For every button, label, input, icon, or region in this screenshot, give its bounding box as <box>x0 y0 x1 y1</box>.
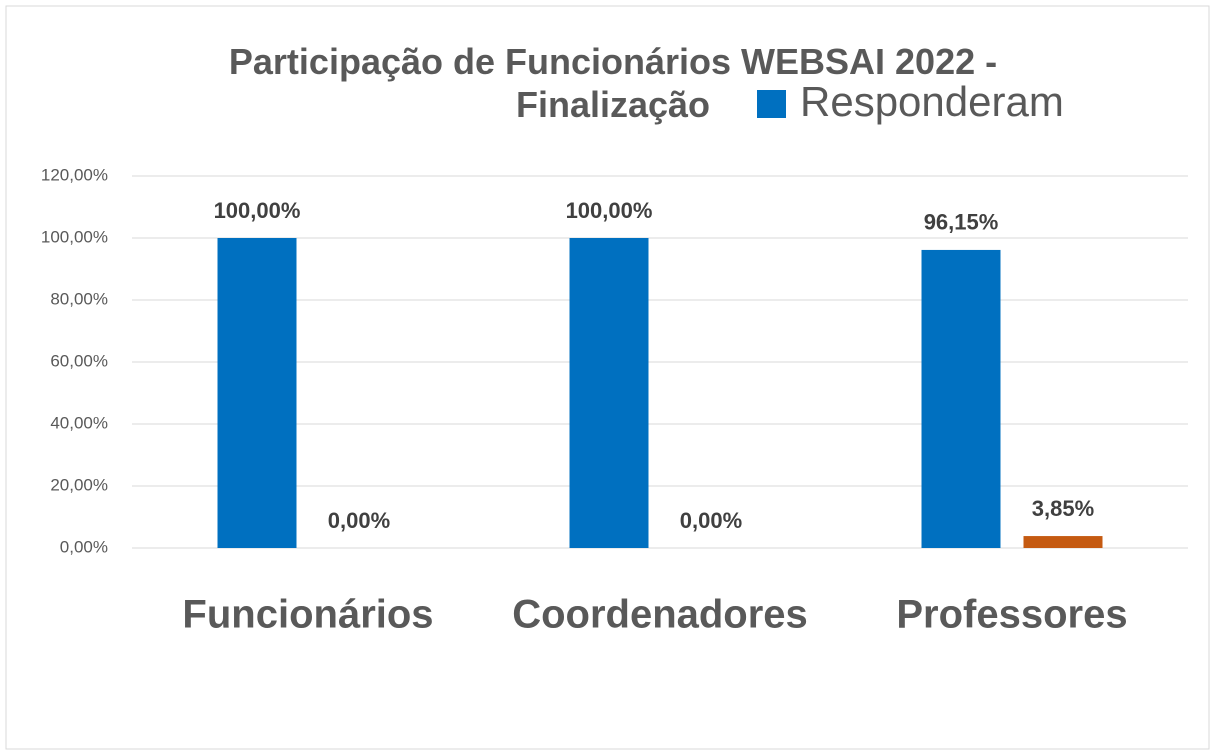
y-tick-label: 60,00% <box>50 351 108 370</box>
x-tick-label: Professores <box>896 593 1127 637</box>
y-tick-label: 40,00% <box>50 413 108 432</box>
data-label: 96,15% <box>924 210 999 235</box>
y-tick-label: 80,00% <box>50 289 108 308</box>
bar <box>1023 536 1103 548</box>
legend-swatch <box>757 90 786 118</box>
bar <box>217 238 297 548</box>
data-label: 100,00% <box>214 198 301 223</box>
x-tick-label: Funcionários <box>182 593 433 637</box>
data-label: 3,85% <box>1032 496 1094 521</box>
data-label: 0,00% <box>328 508 390 533</box>
x-tick-label: Coordenadores <box>512 593 808 637</box>
y-tick-label: 0,00% <box>60 537 108 556</box>
legend-label: Responderam <box>800 78 1064 125</box>
data-label: 0,00% <box>680 508 742 533</box>
y-tick-label: 120,00% <box>41 165 108 184</box>
chart-title: Participação de Funcionários WEBSAI 2022… <box>228 41 998 125</box>
data-label: 100,00% <box>566 198 653 223</box>
bar <box>921 249 1001 548</box>
bar <box>569 238 649 548</box>
y-tick-label: 100,00% <box>41 227 108 246</box>
y-tick-label: 20,00% <box>50 475 108 494</box>
